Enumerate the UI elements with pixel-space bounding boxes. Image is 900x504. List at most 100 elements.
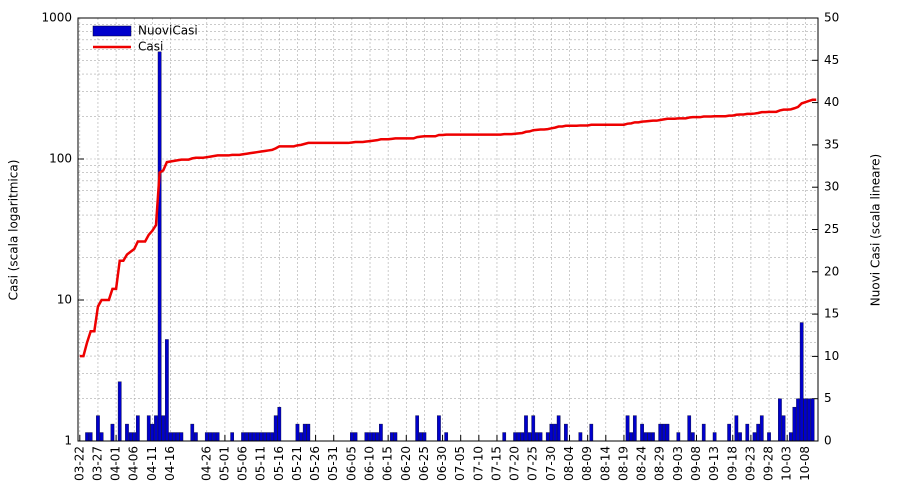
x-tick-label: 05-11 — [254, 446, 268, 481]
bar — [415, 415, 419, 442]
bar — [799, 322, 804, 442]
x-tick-label: 05-31 — [326, 446, 340, 481]
bar — [161, 415, 166, 442]
bar — [368, 432, 372, 442]
bar — [353, 432, 358, 442]
bar — [502, 432, 507, 442]
y2-tick-label: 35 — [824, 137, 839, 151]
bar — [88, 432, 93, 442]
x-tick-label: 08-29 — [653, 446, 667, 481]
bar — [647, 432, 652, 442]
bar — [527, 432, 532, 442]
bar — [788, 432, 793, 442]
bar — [640, 423, 644, 442]
legend-label: Casi — [138, 40, 163, 54]
bar — [270, 432, 274, 442]
bar — [767, 432, 771, 442]
bar — [759, 415, 764, 442]
bar — [531, 415, 536, 442]
bar — [165, 339, 169, 442]
x-tick-label: 03-22 — [72, 446, 86, 481]
x-tick-label: 08-14 — [598, 446, 612, 481]
y2-tick-label: 15 — [824, 307, 839, 321]
x-tick-label: 05-26 — [308, 446, 322, 481]
x-tick-label: 04-01 — [109, 446, 123, 481]
bar — [727, 423, 731, 442]
x-tick-label: 06-20 — [399, 446, 413, 481]
bar — [564, 423, 568, 442]
bar — [520, 432, 525, 442]
bar — [154, 415, 158, 442]
bar — [444, 432, 449, 442]
bar — [687, 415, 692, 442]
x-tick-label: 10-08 — [798, 446, 812, 481]
bar — [712, 432, 717, 442]
bar — [371, 432, 376, 442]
y2-tick-label: 20 — [824, 264, 839, 278]
bar — [259, 432, 264, 442]
x-tick-label: 04-26 — [199, 446, 213, 481]
bar — [691, 432, 695, 442]
x-tick-label: 09-18 — [725, 446, 739, 481]
bar — [190, 423, 195, 442]
bar — [578, 432, 583, 442]
x-tick-label: 03-27 — [90, 446, 104, 481]
bar — [665, 423, 670, 442]
bar — [244, 432, 249, 442]
bar — [651, 432, 655, 442]
bar — [538, 432, 543, 442]
x-tick-label: 08-09 — [580, 446, 594, 481]
bar — [150, 423, 155, 442]
bar — [545, 432, 550, 442]
y2-tick-label: 45 — [824, 53, 839, 67]
bar — [117, 381, 122, 442]
bar — [157, 51, 162, 442]
bar — [255, 432, 260, 442]
x-tick-label: 08-19 — [616, 446, 630, 481]
bar — [676, 432, 681, 442]
bar — [632, 415, 637, 442]
bar — [230, 432, 234, 442]
bar — [643, 432, 648, 442]
bar — [364, 432, 369, 442]
y2-tick-label: 5 — [824, 391, 832, 405]
y2-tick-label: 25 — [824, 222, 839, 236]
bar — [796, 398, 800, 442]
x-tick-label: 06-15 — [381, 446, 395, 481]
x-tick-label: 05-01 — [217, 446, 231, 481]
bar — [629, 432, 634, 442]
y2-tick-label: 40 — [824, 95, 839, 109]
bar — [175, 432, 180, 442]
x-tick-label: 05-21 — [290, 446, 304, 481]
bar — [745, 423, 750, 442]
x-tick-label: 09-03 — [671, 446, 685, 481]
bar — [299, 432, 303, 442]
x-tick-label: 09-13 — [707, 446, 721, 481]
bar — [96, 415, 100, 442]
bar — [132, 432, 137, 442]
bar — [128, 432, 133, 442]
bar — [513, 432, 517, 442]
bar — [350, 432, 354, 442]
bar — [215, 432, 220, 442]
x-tick-label: 07-30 — [544, 446, 558, 481]
x-tick-label: 06-25 — [417, 446, 431, 481]
bar — [295, 423, 300, 442]
y2-tick-label: 0 — [824, 434, 832, 448]
bar — [422, 432, 427, 442]
bar — [625, 415, 630, 442]
x-tick-label: 06-10 — [363, 446, 377, 481]
bar — [549, 423, 554, 442]
x-tick-label: 08-24 — [635, 446, 649, 481]
y2-tick-label: 30 — [824, 180, 839, 194]
x-tick-label: 09-08 — [689, 446, 703, 481]
x-tick-label: 07-25 — [526, 446, 540, 481]
bar — [792, 406, 797, 442]
bar — [516, 432, 521, 442]
x-tick-label: 06-05 — [344, 446, 358, 481]
y-tick-label: 1000 — [41, 11, 72, 25]
bar — [524, 415, 528, 442]
bar — [756, 423, 760, 442]
bar — [553, 423, 557, 442]
